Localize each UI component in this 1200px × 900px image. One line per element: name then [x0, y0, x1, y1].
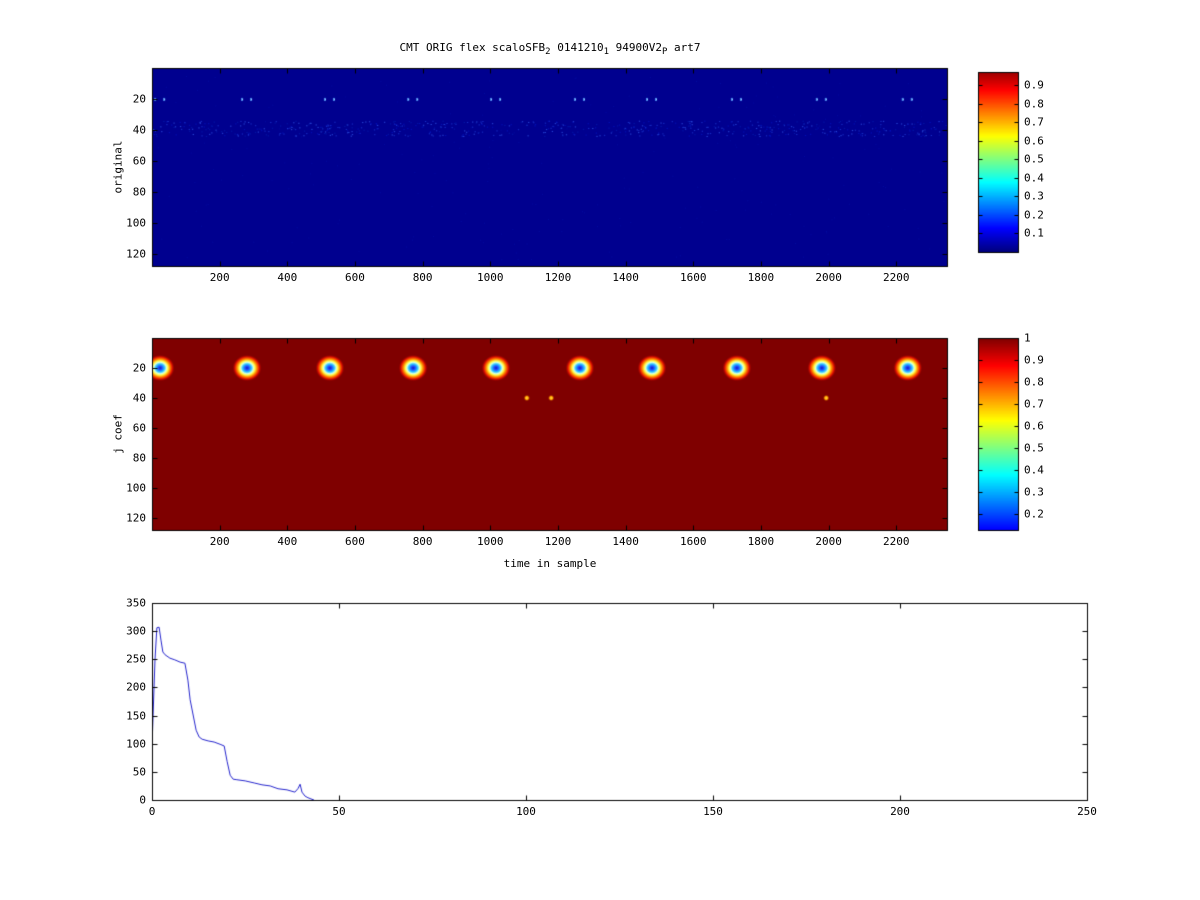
tick-label: 1800 [747, 535, 775, 548]
figure-title: CMT ORIG flex scaloSFB2 01412101 94900V2… [399, 42, 700, 57]
plot1-ylabel: original [111, 140, 125, 194]
tick-label: 1600 [680, 535, 707, 548]
tick-label: 400 [277, 271, 298, 284]
tick-label: 0.8 [1024, 375, 1044, 389]
tick-label: 80 [132, 185, 146, 199]
tick-label: 200 [209, 271, 230, 284]
tick-label: 200 [890, 805, 910, 818]
tick-label: 2000 [815, 535, 842, 548]
tick-label: 0.1 [1024, 226, 1044, 240]
tick-label: 1400 [612, 535, 639, 548]
tick-label: 100 [126, 481, 146, 495]
tick-label: 0.7 [1024, 397, 1044, 411]
tick-label: 100 [126, 737, 146, 751]
tick-label: 40 [132, 391, 146, 405]
tick-label: 60 [132, 421, 146, 435]
tick-label: 0.6 [1024, 419, 1044, 433]
tick-label: 50 [132, 765, 146, 779]
tick-label: 350 [126, 596, 146, 610]
tick-label: 80 [132, 451, 146, 465]
tick-label: 40 [132, 123, 146, 137]
title-subscript: 1 [603, 47, 609, 58]
tick-label: 1600 [680, 271, 707, 284]
plot2-ylabel: j coef [111, 414, 125, 454]
tick-label: 0.5 [1024, 152, 1044, 166]
tick-label: 200 [126, 680, 146, 694]
tick-label: 1200 [544, 271, 572, 284]
title-subscript: 2 [545, 47, 551, 58]
tick-label: 100 [126, 216, 146, 230]
tick-label: 0 [139, 793, 146, 807]
tick-label: 60 [132, 154, 146, 168]
tick-label: 0.7 [1024, 115, 1044, 129]
tick-label: 1800 [747, 271, 775, 284]
tick-label: 150 [126, 709, 146, 723]
tick-label: 0.4 [1024, 463, 1044, 477]
title-text: CMT ORIG flex scaloSFB [399, 41, 546, 54]
tick-label: 0.9 [1024, 353, 1044, 367]
tick-label: 20 [132, 361, 146, 375]
tick-label: 0.6 [1024, 134, 1044, 148]
tick-label: 50 [332, 805, 346, 818]
tick-label: 250 [126, 652, 146, 666]
tick-label: 120 [126, 247, 146, 261]
tick-label: 1 [1024, 331, 1031, 345]
tick-label: 0.5 [1024, 441, 1044, 455]
title-subscript: P [661, 47, 668, 58]
tick-label: 200 [209, 535, 230, 548]
tick-label: 100 [516, 805, 536, 818]
tick-label: 1000 [477, 535, 504, 548]
tick-label: 300 [126, 624, 146, 638]
tick-label: 2200 [883, 535, 910, 548]
tick-label: 250 [1077, 805, 1097, 818]
tick-label: 800 [412, 535, 433, 548]
tick-label: 600 [345, 535, 365, 548]
tick-label: 400 [277, 535, 298, 548]
tick-label: 20 [132, 92, 146, 106]
tick-label: 0.2 [1024, 507, 1044, 521]
title-text: 0141210 [550, 41, 604, 54]
tick-label: 2200 [883, 271, 910, 284]
plot2-xlabel: time in sample [503, 557, 597, 570]
tick-label: 0.3 [1024, 189, 1044, 203]
tick-label: 120 [126, 511, 146, 525]
tick-label: 1400 [612, 271, 639, 284]
title-text: 94900V2 [609, 41, 662, 54]
tick-label: 0.8 [1024, 97, 1044, 111]
tick-label: 0 [148, 805, 156, 818]
tick-label: 1200 [544, 535, 572, 548]
tick-label: 600 [345, 271, 365, 284]
tick-label: 0.9 [1024, 78, 1044, 92]
tick-label: 800 [412, 271, 433, 284]
tick-label: 0.2 [1024, 208, 1044, 222]
tick-label: 2000 [815, 271, 842, 284]
tick-label: 1000 [477, 271, 504, 284]
tick-label: 150 [703, 805, 723, 818]
tick-label: 0.3 [1024, 485, 1044, 499]
tick-label: 0.4 [1024, 171, 1044, 185]
title-text: art7 [667, 41, 701, 54]
